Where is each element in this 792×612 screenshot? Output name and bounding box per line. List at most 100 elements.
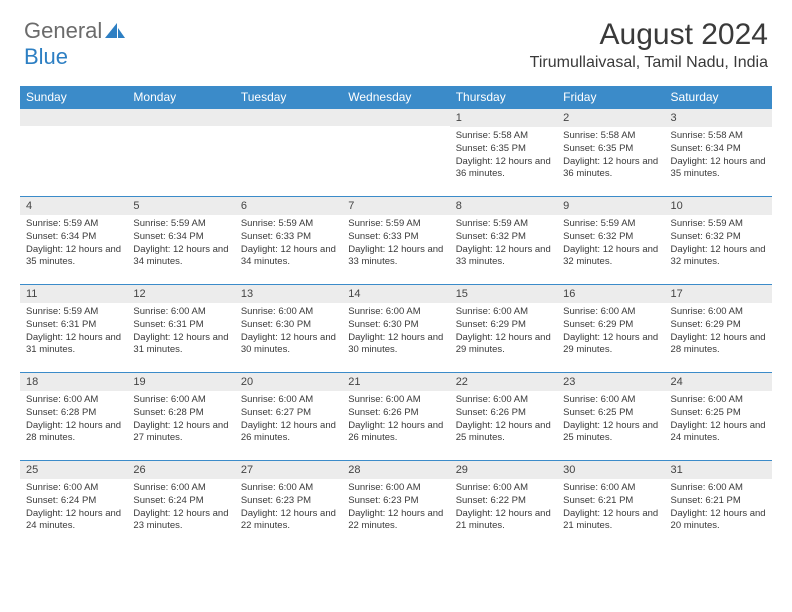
day-number: 2	[557, 109, 664, 127]
day-data: Sunrise: 5:58 AMSunset: 6:34 PMDaylight:…	[665, 127, 772, 185]
calendar-body: 1Sunrise: 5:58 AMSunset: 6:35 PMDaylight…	[20, 109, 772, 549]
day-data: Sunrise: 6:00 AMSunset: 6:30 PMDaylight:…	[342, 303, 449, 361]
day-number: 11	[20, 285, 127, 303]
day-cell: 22Sunrise: 6:00 AMSunset: 6:26 PMDayligh…	[450, 373, 557, 461]
day-header-mon: Monday	[127, 86, 234, 109]
month-title: August 2024	[530, 18, 768, 52]
week-row: 1Sunrise: 5:58 AMSunset: 6:35 PMDaylight…	[20, 109, 772, 197]
day-data: Sunrise: 5:59 AMSunset: 6:34 PMDaylight:…	[20, 215, 127, 273]
week-row: 25Sunrise: 6:00 AMSunset: 6:24 PMDayligh…	[20, 461, 772, 549]
day-number: 22	[450, 373, 557, 391]
day-number: 21	[342, 373, 449, 391]
day-cell: 20Sunrise: 6:00 AMSunset: 6:27 PMDayligh…	[235, 373, 342, 461]
day-data: Sunrise: 6:00 AMSunset: 6:23 PMDaylight:…	[342, 479, 449, 537]
day-cell: 19Sunrise: 6:00 AMSunset: 6:28 PMDayligh…	[127, 373, 234, 461]
day-cell: 23Sunrise: 6:00 AMSunset: 6:25 PMDayligh…	[557, 373, 664, 461]
day-cell: 27Sunrise: 6:00 AMSunset: 6:23 PMDayligh…	[235, 461, 342, 549]
day-number: 16	[557, 285, 664, 303]
day-number: 19	[127, 373, 234, 391]
day-data: Sunrise: 5:59 AMSunset: 6:33 PMDaylight:…	[342, 215, 449, 273]
day-data: Sunrise: 6:00 AMSunset: 6:27 PMDaylight:…	[235, 391, 342, 449]
title-block: August 2024 Tirumullaivasal, Tamil Nadu,…	[530, 18, 768, 72]
day-header-thu: Thursday	[450, 86, 557, 109]
day-cell: 6Sunrise: 5:59 AMSunset: 6:33 PMDaylight…	[235, 197, 342, 285]
day-cell: 12Sunrise: 6:00 AMSunset: 6:31 PMDayligh…	[127, 285, 234, 373]
week-row: 18Sunrise: 6:00 AMSunset: 6:28 PMDayligh…	[20, 373, 772, 461]
day-data: Sunrise: 5:58 AMSunset: 6:35 PMDaylight:…	[557, 127, 664, 185]
day-number: 12	[127, 285, 234, 303]
day-cell: 18Sunrise: 6:00 AMSunset: 6:28 PMDayligh…	[20, 373, 127, 461]
day-number	[127, 109, 234, 126]
day-cell: 28Sunrise: 6:00 AMSunset: 6:23 PMDayligh…	[342, 461, 449, 549]
day-cell: 1Sunrise: 5:58 AMSunset: 6:35 PMDaylight…	[450, 109, 557, 197]
day-number: 26	[127, 461, 234, 479]
day-header-fri: Friday	[557, 86, 664, 109]
day-number: 17	[665, 285, 772, 303]
day-data: Sunrise: 6:00 AMSunset: 6:30 PMDaylight:…	[235, 303, 342, 361]
day-cell: 16Sunrise: 6:00 AMSunset: 6:29 PMDayligh…	[557, 285, 664, 373]
day-number: 31	[665, 461, 772, 479]
day-cell: 21Sunrise: 6:00 AMSunset: 6:26 PMDayligh…	[342, 373, 449, 461]
day-cell: 9Sunrise: 5:59 AMSunset: 6:32 PMDaylight…	[557, 197, 664, 285]
day-data: Sunrise: 6:00 AMSunset: 6:24 PMDaylight:…	[127, 479, 234, 537]
day-data: Sunrise: 5:59 AMSunset: 6:31 PMDaylight:…	[20, 303, 127, 361]
day-data: Sunrise: 6:00 AMSunset: 6:22 PMDaylight:…	[450, 479, 557, 537]
logo-sail-icon	[104, 22, 126, 40]
day-cell: 29Sunrise: 6:00 AMSunset: 6:22 PMDayligh…	[450, 461, 557, 549]
header: General August 2024 Tirumullaivasal, Tam…	[0, 0, 792, 80]
day-number: 18	[20, 373, 127, 391]
day-number: 24	[665, 373, 772, 391]
day-number: 28	[342, 461, 449, 479]
location: Tirumullaivasal, Tamil Nadu, India	[530, 54, 768, 72]
day-header-wed: Wednesday	[342, 86, 449, 109]
day-cell: 17Sunrise: 6:00 AMSunset: 6:29 PMDayligh…	[665, 285, 772, 373]
day-cell: 7Sunrise: 5:59 AMSunset: 6:33 PMDaylight…	[342, 197, 449, 285]
day-number	[342, 109, 449, 126]
calendar-table: Sunday Monday Tuesday Wednesday Thursday…	[20, 86, 772, 549]
day-number: 4	[20, 197, 127, 215]
week-row: 11Sunrise: 5:59 AMSunset: 6:31 PMDayligh…	[20, 285, 772, 373]
day-number	[235, 109, 342, 126]
day-cell: 3Sunrise: 5:58 AMSunset: 6:34 PMDaylight…	[665, 109, 772, 197]
day-number: 20	[235, 373, 342, 391]
day-cell	[342, 109, 449, 197]
day-cell	[127, 109, 234, 197]
day-data: Sunrise: 6:00 AMSunset: 6:26 PMDaylight:…	[342, 391, 449, 449]
day-data: Sunrise: 6:00 AMSunset: 6:26 PMDaylight:…	[450, 391, 557, 449]
day-cell: 2Sunrise: 5:58 AMSunset: 6:35 PMDaylight…	[557, 109, 664, 197]
logo: General	[24, 18, 126, 44]
day-number: 6	[235, 197, 342, 215]
day-cell: 8Sunrise: 5:59 AMSunset: 6:32 PMDaylight…	[450, 197, 557, 285]
logo-word2: Blue	[24, 44, 68, 70]
day-cell: 24Sunrise: 6:00 AMSunset: 6:25 PMDayligh…	[665, 373, 772, 461]
day-data: Sunrise: 5:59 AMSunset: 6:32 PMDaylight:…	[557, 215, 664, 273]
day-header-sat: Saturday	[665, 86, 772, 109]
day-cell	[20, 109, 127, 197]
day-data: Sunrise: 5:59 AMSunset: 6:32 PMDaylight:…	[665, 215, 772, 273]
week-row: 4Sunrise: 5:59 AMSunset: 6:34 PMDaylight…	[20, 197, 772, 285]
day-header-tue: Tuesday	[235, 86, 342, 109]
day-data: Sunrise: 6:00 AMSunset: 6:25 PMDaylight:…	[665, 391, 772, 449]
day-data: Sunrise: 6:00 AMSunset: 6:28 PMDaylight:…	[20, 391, 127, 449]
day-number: 7	[342, 197, 449, 215]
day-data: Sunrise: 5:59 AMSunset: 6:32 PMDaylight:…	[450, 215, 557, 273]
day-data: Sunrise: 6:00 AMSunset: 6:24 PMDaylight:…	[20, 479, 127, 537]
day-data: Sunrise: 6:00 AMSunset: 6:21 PMDaylight:…	[557, 479, 664, 537]
day-cell: 14Sunrise: 6:00 AMSunset: 6:30 PMDayligh…	[342, 285, 449, 373]
day-cell: 26Sunrise: 6:00 AMSunset: 6:24 PMDayligh…	[127, 461, 234, 549]
day-number: 5	[127, 197, 234, 215]
day-cell: 11Sunrise: 5:59 AMSunset: 6:31 PMDayligh…	[20, 285, 127, 373]
day-data: Sunrise: 6:00 AMSunset: 6:29 PMDaylight:…	[557, 303, 664, 361]
day-cell: 25Sunrise: 6:00 AMSunset: 6:24 PMDayligh…	[20, 461, 127, 549]
day-data: Sunrise: 6:00 AMSunset: 6:23 PMDaylight:…	[235, 479, 342, 537]
day-data: Sunrise: 6:00 AMSunset: 6:29 PMDaylight:…	[665, 303, 772, 361]
day-data: Sunrise: 5:58 AMSunset: 6:35 PMDaylight:…	[450, 127, 557, 185]
day-cell: 13Sunrise: 6:00 AMSunset: 6:30 PMDayligh…	[235, 285, 342, 373]
day-data: Sunrise: 6:00 AMSunset: 6:21 PMDaylight:…	[665, 479, 772, 537]
day-cell: 5Sunrise: 5:59 AMSunset: 6:34 PMDaylight…	[127, 197, 234, 285]
day-data: Sunrise: 5:59 AMSunset: 6:34 PMDaylight:…	[127, 215, 234, 273]
day-number	[20, 109, 127, 126]
day-cell: 31Sunrise: 6:00 AMSunset: 6:21 PMDayligh…	[665, 461, 772, 549]
day-number: 9	[557, 197, 664, 215]
day-number: 27	[235, 461, 342, 479]
